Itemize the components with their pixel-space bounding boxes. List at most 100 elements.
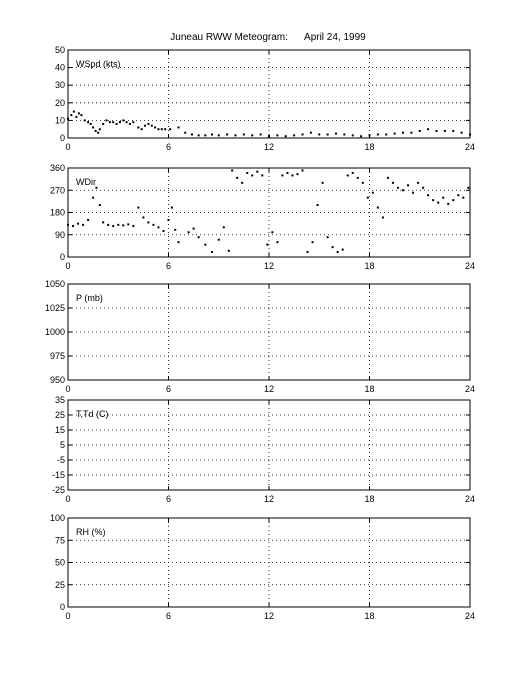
data-point bbox=[144, 124, 147, 127]
x-tick-label: 24 bbox=[465, 611, 475, 621]
data-point bbox=[336, 251, 339, 254]
data-point bbox=[422, 186, 425, 189]
data-point bbox=[142, 216, 145, 219]
x-tick-label: 24 bbox=[465, 384, 475, 394]
data-point bbox=[87, 121, 90, 124]
data-point bbox=[291, 174, 294, 177]
data-point bbox=[132, 121, 135, 124]
x-tick-label: 18 bbox=[364, 494, 374, 504]
data-point bbox=[157, 128, 160, 131]
data-point bbox=[286, 171, 289, 174]
y-tick-label: -15 bbox=[52, 470, 65, 480]
data-point bbox=[460, 131, 463, 134]
data-point bbox=[335, 132, 337, 135]
data-point bbox=[427, 128, 430, 131]
data-point bbox=[137, 126, 140, 129]
x-tick-label: 18 bbox=[364, 261, 374, 271]
y-tick-label: 35 bbox=[55, 395, 65, 405]
data-point bbox=[366, 196, 369, 199]
data-point bbox=[268, 135, 270, 138]
y-tick-label: 270 bbox=[50, 185, 65, 195]
data-point bbox=[301, 133, 304, 136]
data-point bbox=[293, 134, 296, 137]
data-point bbox=[396, 186, 399, 189]
data-point bbox=[204, 134, 207, 137]
data-point bbox=[256, 170, 259, 173]
y-tick-label: 5 bbox=[60, 440, 65, 450]
data-point bbox=[67, 223, 69, 226]
data-point bbox=[162, 230, 165, 233]
data-point bbox=[177, 241, 180, 244]
data-point bbox=[316, 204, 319, 207]
data-point bbox=[410, 131, 413, 134]
data-point bbox=[309, 131, 312, 134]
data-point bbox=[306, 251, 309, 254]
data-point bbox=[177, 126, 180, 129]
data-point bbox=[241, 181, 244, 184]
data-point bbox=[154, 126, 157, 129]
data-point bbox=[94, 129, 97, 132]
data-point bbox=[437, 201, 440, 204]
y-tick-label: 100 bbox=[50, 513, 65, 523]
data-point bbox=[407, 184, 410, 187]
data-point bbox=[231, 169, 234, 172]
data-point bbox=[284, 135, 287, 138]
data-point bbox=[276, 134, 279, 137]
data-point bbox=[184, 131, 187, 134]
x-tick-label: 12 bbox=[264, 261, 274, 271]
panel-label: RH (%) bbox=[76, 527, 106, 537]
data-point bbox=[105, 119, 108, 122]
data-point bbox=[443, 129, 446, 132]
data-point bbox=[412, 191, 415, 194]
panel-1: 0 6 12 18 24 0 10 20 30 40 50 WSpd (kts) bbox=[55, 45, 475, 152]
data-point bbox=[77, 222, 80, 225]
data-point bbox=[118, 121, 121, 124]
data-point bbox=[82, 223, 85, 226]
data-point bbox=[70, 114, 73, 117]
data-point bbox=[217, 238, 220, 241]
x-tick-label: 12 bbox=[264, 494, 274, 504]
data-point bbox=[452, 199, 455, 202]
data-point bbox=[98, 128, 101, 131]
data-point bbox=[326, 133, 329, 136]
data-point bbox=[251, 134, 254, 137]
data-point bbox=[164, 128, 167, 131]
x-tick-label: 0 bbox=[65, 494, 70, 504]
data-point bbox=[321, 181, 324, 184]
data-point bbox=[122, 224, 125, 227]
data-point bbox=[132, 225, 135, 228]
data-point bbox=[92, 196, 95, 199]
data-point bbox=[432, 199, 435, 202]
data-point bbox=[122, 119, 125, 122]
data-point bbox=[246, 171, 249, 174]
data-point bbox=[83, 119, 86, 122]
data-point bbox=[147, 221, 150, 224]
data-point bbox=[442, 196, 445, 199]
data-point bbox=[361, 181, 364, 184]
data-point bbox=[98, 204, 101, 207]
y-tick-label: 50 bbox=[55, 45, 65, 55]
data-point bbox=[427, 194, 430, 197]
data-point bbox=[281, 174, 284, 177]
data-point bbox=[217, 134, 220, 137]
panel-label: WDir bbox=[76, 177, 96, 187]
data-point bbox=[467, 186, 470, 189]
y-tick-label: 0 bbox=[60, 133, 65, 143]
x-tick-label: 6 bbox=[166, 142, 171, 152]
data-point bbox=[127, 223, 130, 226]
data-point bbox=[351, 171, 354, 174]
data-point bbox=[89, 122, 92, 125]
y-tick-label: 0 bbox=[60, 252, 65, 262]
data-point bbox=[187, 231, 190, 234]
data-point bbox=[125, 121, 128, 124]
data-point bbox=[112, 225, 115, 228]
y-tick-label: 90 bbox=[55, 230, 65, 240]
data-point bbox=[234, 134, 237, 137]
data-point bbox=[137, 206, 140, 209]
x-tick-label: 12 bbox=[264, 384, 274, 394]
data-point bbox=[271, 231, 274, 234]
panel-3: 0 6 12 18 24 950 975 1000 1025 1050 P (mb) bbox=[45, 279, 475, 394]
data-point bbox=[152, 223, 155, 226]
data-point bbox=[108, 121, 111, 124]
